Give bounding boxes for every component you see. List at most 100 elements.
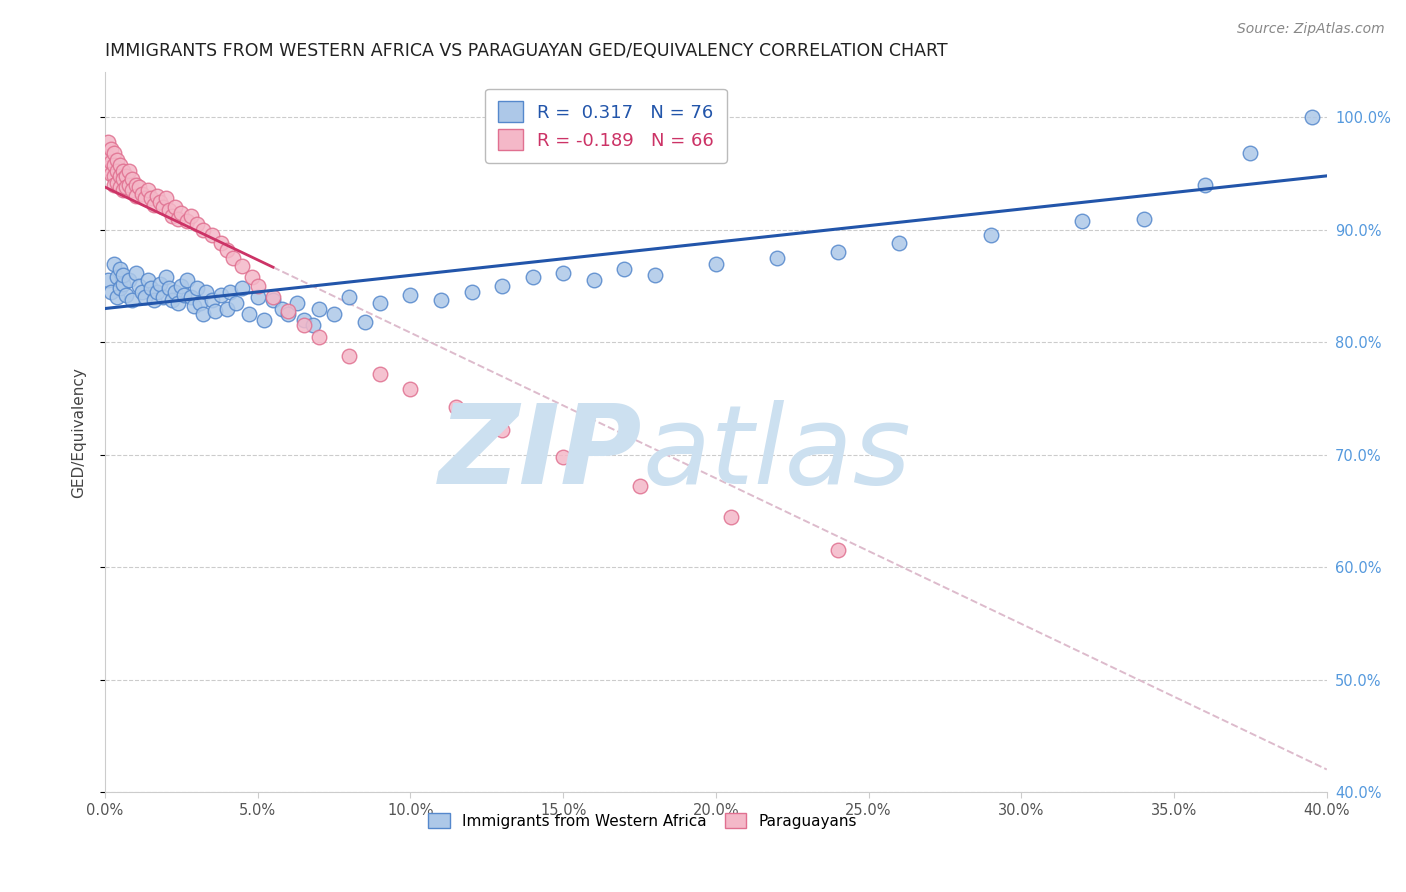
Point (209, 236, 232, 251)
Point (1194, 178, 1216, 192)
Point (131, 285, 153, 299)
Point (136, 273, 159, 287)
Point (115, 180, 138, 194)
Point (238, 307, 260, 321)
Point (167, 211, 190, 226)
Point (337, 290, 360, 304)
Point (131, 186, 153, 201)
Point (176, 273, 198, 287)
Point (173, 288, 195, 302)
Point (1239, 146, 1261, 161)
Point (105, 270, 128, 285)
Point (167, 296, 190, 310)
Point (1301, 111, 1323, 125)
Point (124, 178, 146, 192)
Point (118, 178, 141, 192)
Point (1071, 214, 1094, 228)
Text: ZIP: ZIP (439, 401, 643, 508)
Point (720, 509, 742, 524)
Point (271, 301, 294, 316)
Point (1132, 211, 1154, 226)
Point (246, 290, 269, 304)
Point (105, 290, 128, 304)
Point (115, 288, 138, 302)
Point (124, 189, 146, 203)
Point (157, 281, 180, 295)
Point (110, 281, 132, 295)
Point (704, 256, 727, 270)
Point (522, 270, 544, 285)
Point (491, 423, 513, 437)
Point (292, 312, 315, 326)
Point (277, 307, 299, 321)
Point (186, 281, 208, 295)
Point (613, 262, 636, 277)
Point (100, 142, 122, 156)
Point (160, 293, 183, 307)
Point (308, 301, 330, 316)
Point (139, 281, 162, 295)
Text: IMMIGRANTS FROM WESTERN AFRICA VS PARAGUAYAN GED/EQUIVALENCY CORRELATION CHART: IMMIGRANTS FROM WESTERN AFRICA VS PARAGU… (105, 42, 948, 60)
Point (165, 285, 187, 299)
Point (149, 277, 172, 291)
Text: atlas: atlas (643, 401, 911, 508)
Point (134, 191, 156, 205)
Point (491, 279, 513, 293)
Point (155, 191, 177, 205)
Point (112, 277, 135, 291)
Point (827, 543, 849, 558)
Point (100, 167, 122, 181)
Point (121, 172, 143, 186)
Point (262, 290, 284, 304)
Point (100, 155, 122, 169)
Point (100, 285, 122, 299)
Point (146, 285, 169, 299)
Point (323, 307, 346, 321)
Point (124, 266, 146, 280)
Point (103, 256, 125, 270)
Point (121, 184, 143, 198)
Point (128, 279, 150, 293)
Point (139, 191, 162, 205)
Point (186, 217, 208, 231)
Point (209, 288, 232, 302)
Point (644, 268, 666, 282)
Point (128, 180, 150, 194)
Point (112, 172, 135, 186)
Point (110, 262, 132, 277)
Point (225, 296, 247, 310)
Point (292, 318, 315, 333)
Point (110, 180, 132, 194)
Point (155, 270, 177, 285)
Point (165, 200, 187, 214)
Point (308, 329, 330, 343)
Point (97, 135, 120, 149)
Point (582, 273, 605, 287)
Point (112, 184, 135, 198)
Point (399, 288, 422, 302)
Point (553, 450, 575, 464)
Point (152, 200, 174, 214)
Point (460, 285, 482, 299)
Point (889, 236, 911, 251)
Point (368, 296, 391, 310)
Point (194, 285, 217, 299)
Point (231, 259, 253, 273)
Point (146, 189, 169, 203)
Text: Source: ZipAtlas.com: Source: ZipAtlas.com (1237, 22, 1385, 37)
Point (180, 210, 202, 224)
Point (446, 401, 468, 415)
Point (553, 266, 575, 280)
Point (170, 279, 193, 293)
Point (103, 146, 125, 161)
Point (287, 296, 309, 310)
Point (121, 293, 143, 307)
Point (118, 164, 141, 178)
Point (118, 273, 141, 287)
Point (105, 164, 128, 178)
Point (191, 307, 214, 321)
Point (231, 281, 253, 295)
Point (628, 479, 651, 493)
Point (201, 228, 224, 243)
Point (253, 312, 276, 326)
